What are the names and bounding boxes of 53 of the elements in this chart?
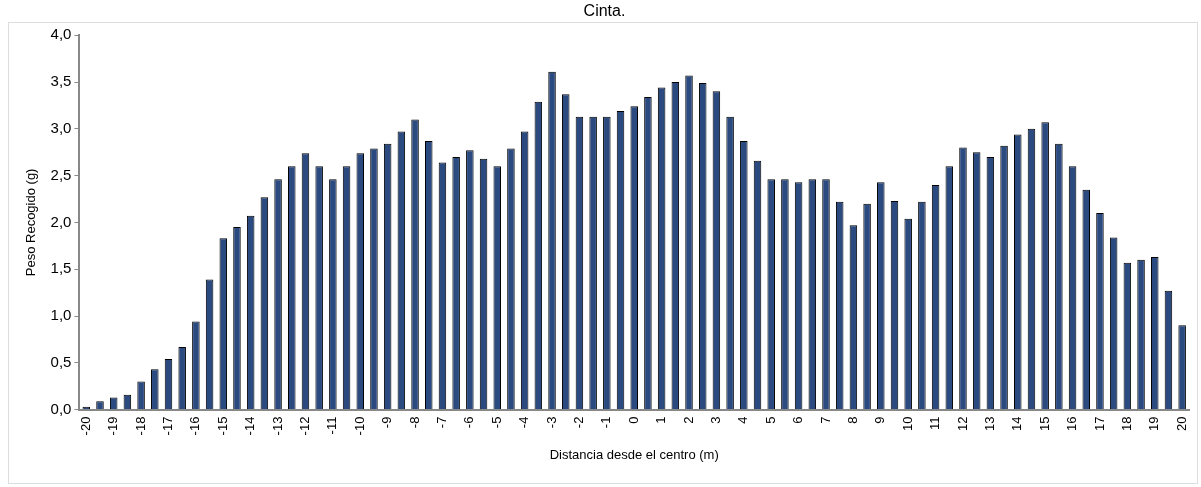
y-tick-label: 0,5 <box>50 352 72 370</box>
x-tick-label: -4 <box>516 416 532 429</box>
x-tick-label: -13 <box>269 416 285 436</box>
x-tick-label: 19 <box>1146 416 1162 432</box>
x-tick-label: 0 <box>625 416 641 424</box>
y-tick-label: 2,0 <box>50 212 72 230</box>
x-tick-label: 8 <box>844 416 860 424</box>
x-tick-label: -14 <box>242 416 258 436</box>
x-tick-label: -19 <box>105 416 121 436</box>
x-tick-label: 15 <box>1036 416 1052 432</box>
x-tick-label: -7 <box>434 416 450 429</box>
chart-title: Cinta. <box>583 2 626 20</box>
x-tick-label: -2 <box>571 416 587 429</box>
y-axis-title: Peso Recogido (g) <box>23 168 39 277</box>
y-tick-label: 2,5 <box>50 165 72 183</box>
x-tick-label: 11 <box>927 416 943 431</box>
x-tick-label: 18 <box>1118 416 1134 432</box>
x-tick-label: -18 <box>132 416 148 436</box>
x-tick-label: -8 <box>406 416 422 429</box>
x-tick-label: 20 <box>1173 416 1189 432</box>
x-tick-label: 10 <box>899 416 915 432</box>
x-tick-label: 13 <box>981 416 997 432</box>
x-tick-label: 14 <box>1009 416 1025 432</box>
x-tick-label: -6 <box>461 416 477 429</box>
x-tick-label: -12 <box>297 416 313 436</box>
x-tick-label: 2 <box>680 416 696 424</box>
x-tick-label: -3 <box>543 416 559 429</box>
x-tick-label: -9 <box>379 416 395 429</box>
x-tick-label: 16 <box>1064 416 1080 432</box>
x-tick-label: 6 <box>790 416 806 424</box>
x-tick-label: -1 <box>598 416 614 429</box>
x-tick-label: -16 <box>187 416 203 436</box>
x-tick-label: 12 <box>954 416 970 432</box>
x-tick-label: -11 <box>324 416 340 435</box>
x-tick-label: 17 <box>1091 416 1107 432</box>
y-tick-label: 3,0 <box>50 118 72 136</box>
x-tick-label: 3 <box>707 416 723 424</box>
x-tick-label: 1 <box>653 416 669 424</box>
x-tick-label: 4 <box>735 416 751 424</box>
y-tick-label: 4,0 <box>50 25 72 43</box>
y-tick-label: 1,0 <box>50 306 72 324</box>
x-tick-label: -5 <box>488 416 504 429</box>
x-tick-label: -17 <box>160 416 176 436</box>
x-axis-title: Distancia desde el centro (m) <box>549 446 719 462</box>
x-tick-label: -15 <box>214 416 230 436</box>
x-tick-label: 5 <box>762 416 778 424</box>
y-tick-label: 3,5 <box>50 72 72 90</box>
y-tick-label: 0,0 <box>50 399 72 417</box>
x-tick-label: 9 <box>872 416 888 424</box>
y-tick-label: 1,5 <box>50 259 72 277</box>
x-tick-label: -20 <box>77 416 93 436</box>
x-tick-label: -10 <box>351 416 367 436</box>
x-tick-label: 7 <box>817 416 833 424</box>
